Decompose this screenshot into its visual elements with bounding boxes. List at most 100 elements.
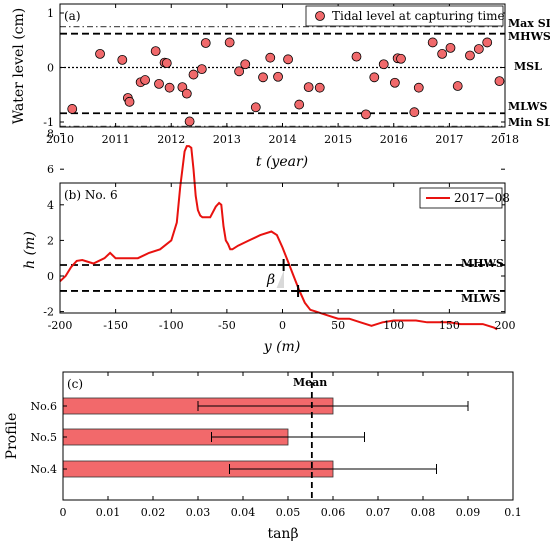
y-tick-label: 1 xyxy=(47,7,54,20)
x-tick-label: 2013 xyxy=(213,133,241,146)
tidal-level-point xyxy=(161,58,172,69)
panel-b-x-ticks: -200 -150 -100 -50 0 50 100 150 200 xyxy=(48,183,516,332)
category-label: No.4 xyxy=(30,463,57,476)
tidal-level-point xyxy=(445,42,456,53)
panel-c-x-axis-title: tanβ xyxy=(267,526,298,542)
tidal-level-point xyxy=(351,51,362,62)
x-tick-label: 150 xyxy=(439,319,460,332)
x-tick-label: 2017 xyxy=(435,133,463,146)
label-mhws: MHWS xyxy=(508,30,550,43)
tidal-level-point xyxy=(240,59,251,70)
tidal-level-point xyxy=(494,76,505,87)
cross-marker xyxy=(277,258,290,271)
category-label: No.6 xyxy=(30,400,57,413)
panel-a-scatter: 2010 2011 2012 2013 2014 2015 2016 2017 2018 -1 0… xyxy=(11,3,550,170)
tidal-level-point xyxy=(314,82,325,93)
panel-b-y-ticks: -2 0 2 4 6 8 xyxy=(43,128,505,319)
x-tick-label: 0.01 xyxy=(96,506,121,519)
x-tick-label: 2014 xyxy=(269,133,297,146)
tidal-level-point xyxy=(473,44,484,54)
x-tick-label: 0.06 xyxy=(321,506,346,519)
cross-marker xyxy=(292,284,305,297)
tidal-level-point xyxy=(150,46,161,57)
y-tick-label: 2 xyxy=(47,234,54,247)
category-label: No.5 xyxy=(30,431,57,444)
panel-c-label: (c) xyxy=(67,377,83,391)
tidal-level-point xyxy=(378,59,389,70)
x-tick-label: 2015 xyxy=(324,133,352,146)
panel-c-category-labels: No.6 No.5 No.4 xyxy=(30,400,67,476)
tidal-level-point xyxy=(413,82,424,93)
tidal-level-point xyxy=(250,102,261,113)
tidal-level-point xyxy=(200,38,211,48)
tidal-level-point xyxy=(164,82,175,93)
panel-a-legend-marker xyxy=(315,11,325,21)
panel-c-x-ticks: 0 0.01 0.02 0.03 0.04 0.05 0.06 0.07 0.08 0.09 0.1 xyxy=(60,372,522,519)
x-tick-label: 50 xyxy=(331,319,345,332)
y-tick-label: -1 xyxy=(43,116,54,129)
tidal-level-point xyxy=(409,107,420,118)
x-tick-label: -50 xyxy=(218,319,236,332)
tidal-level-point xyxy=(124,96,135,107)
panel-a-legend-label: Tidal level at capturing time xyxy=(332,9,505,23)
tidal-level-point xyxy=(265,52,276,63)
tidal-level-point xyxy=(258,72,268,83)
y-tick-label: 8 xyxy=(47,128,54,141)
y-tick-label: 4 xyxy=(47,199,54,212)
mean-label: Mean xyxy=(293,376,327,389)
panel-b-label-mlws: MLWS xyxy=(461,292,501,305)
x-tick-label: 2010 xyxy=(46,133,74,146)
panel-c-bars: 0 0.01 0.02 0.03 0.04 0.05 0.06 0.07 0.08 0.09 0.1… xyxy=(4,371,522,542)
x-tick-label: 0.07 xyxy=(366,506,391,519)
panel-a-x-axis-title: t (year) xyxy=(256,154,308,170)
panel-a-x-ticks: 2010 2011 2012 2013 2014 2015 2016 2017 2018 xyxy=(46,4,519,146)
x-tick-label: 0 xyxy=(60,506,67,519)
x-tick-label: -150 xyxy=(103,319,128,332)
y-tick-label: 6 xyxy=(47,163,54,176)
tidal-level-point xyxy=(188,69,199,80)
tidal-level-point xyxy=(181,88,192,99)
tidal-level-point xyxy=(154,78,164,89)
tidal-level-point xyxy=(452,81,463,91)
panel-b-y-axis-title: h (m) xyxy=(22,231,38,269)
tidal-level-point xyxy=(95,48,105,59)
label-min-sl: Min SL xyxy=(508,116,550,129)
beta-label: β xyxy=(266,272,275,288)
tidal-level-point xyxy=(234,66,245,77)
profile-line-series xyxy=(59,145,498,331)
panel-c-bar-group xyxy=(62,397,469,478)
panel-b-label: (b) No. 6 xyxy=(64,188,118,202)
x-tick-label: 0.03 xyxy=(186,506,211,519)
tidal-level-point xyxy=(396,53,406,64)
tidal-level-point xyxy=(196,64,207,75)
beta-shade xyxy=(276,270,284,288)
tidal-level-point xyxy=(369,72,380,83)
tidal-level-point xyxy=(303,82,314,93)
tidal-level-point xyxy=(67,104,78,114)
x-tick-label: -100 xyxy=(159,319,184,332)
panel-b-legend-label: 2017−08 xyxy=(454,191,510,205)
x-tick-label: 0 xyxy=(279,319,286,332)
x-tick-label: 2018 xyxy=(491,133,519,146)
tidal-level-point xyxy=(482,37,493,48)
tidal-level-point xyxy=(427,37,438,48)
label-msl: MSL xyxy=(514,60,542,73)
panel-b-profile: -200 -150 -100 -50 0 50 100 150 200 -2 0 2 4 6 8 (b) … xyxy=(22,128,516,355)
panel-c-y-axis-title: Profile xyxy=(4,413,20,460)
tidal-level-point xyxy=(283,54,293,65)
x-tick-label: 0.02 xyxy=(141,506,166,519)
x-tick-label: 2012 xyxy=(157,133,185,146)
x-tick-label: 200 xyxy=(495,319,516,332)
tidal-level-point xyxy=(273,71,283,82)
tidal-level-point xyxy=(437,48,448,59)
y-tick-label: -2 xyxy=(43,306,54,319)
panel-b-cross-markers xyxy=(277,258,305,297)
x-tick-label: 0.1 xyxy=(504,506,522,519)
tidal-level-point xyxy=(389,77,400,88)
tidal-level-point xyxy=(465,50,475,61)
x-tick-label: 0.08 xyxy=(411,506,436,519)
x-tick-label: 0.05 xyxy=(276,506,301,519)
panel-b-label-mhws: MHWS xyxy=(461,257,504,270)
x-tick-label: 100 xyxy=(383,319,404,332)
